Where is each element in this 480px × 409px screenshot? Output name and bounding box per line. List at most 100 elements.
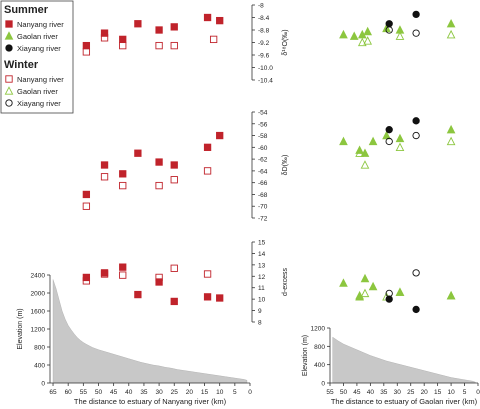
data-point-nanyang-winter xyxy=(203,270,212,278)
y-tick-label: -56 xyxy=(258,121,268,128)
x-axis-label: The distance to estuary of Gaolan river … xyxy=(331,397,478,406)
data-point-xiayang-summer xyxy=(412,117,420,125)
y-tick-label: 1200 xyxy=(31,327,46,334)
x-axis-label: The distance to estuary of Nanyang river… xyxy=(74,397,227,406)
y-axis-label-d18o: δ¹⁸O(‰) xyxy=(282,29,289,55)
x-tick-label: 20 xyxy=(186,389,194,396)
data-point-nanyang-winter xyxy=(209,35,218,44)
data-point-nanyang-summer xyxy=(82,41,91,50)
data-point-gaolan-summer xyxy=(349,31,359,40)
elevation-area xyxy=(52,279,248,384)
data-point-nanyang-winter xyxy=(155,41,163,50)
data-point-nanyang-summer xyxy=(134,290,142,299)
legend-label: Gaolan river xyxy=(17,32,58,41)
data-point-nanyang-winter xyxy=(155,181,163,190)
data-point-gaolan-summer xyxy=(360,273,370,283)
data-point-gaolan-winter xyxy=(357,37,367,47)
data-point-nanyang-summer xyxy=(155,278,163,286)
y-tick-label: 0 xyxy=(41,381,45,388)
data-point-nanyang-summer xyxy=(203,293,212,301)
y-axis-label-dexcess: d-excess xyxy=(282,267,289,296)
data-point-xiayang-winter xyxy=(385,289,393,298)
x-tick-label: 10 xyxy=(447,389,455,396)
y-tick-label: -60 xyxy=(258,145,268,152)
data-point-nanyang-summer xyxy=(170,161,178,169)
x-tick-label: 35 xyxy=(380,389,388,396)
data-point-gaolan-winter xyxy=(360,288,370,298)
data-point-nanyang-summer xyxy=(170,297,178,306)
legend-label: Xiayang river xyxy=(17,44,61,53)
x-tick-label: 35 xyxy=(140,389,148,396)
x-tick-label: 0 xyxy=(248,389,252,396)
data-point-gaolan-winter xyxy=(355,148,364,157)
chart-panels: -8-8.4-8.8-9.2-9.6-10.0-10.4δ¹⁸O(‰)-54-5… xyxy=(17,3,480,407)
data-point-gaolan-winter xyxy=(446,29,456,39)
x-tick-label: 10 xyxy=(216,389,224,396)
data-point-gaolan-summer xyxy=(360,148,370,157)
data-point-gaolan-summer xyxy=(339,136,348,146)
data-point-nanyang-summer xyxy=(216,294,224,302)
x-tick-label: 30 xyxy=(394,389,402,396)
data-point-xiayang-summer xyxy=(412,305,420,314)
data-point-xiayang-summer xyxy=(385,295,393,303)
data-point-gaolan-summer xyxy=(368,281,378,291)
data-point-nanyang-summer xyxy=(119,170,127,178)
y-tick-label: -70 xyxy=(258,204,268,211)
y-axis-label-dd: δD(‰) xyxy=(282,155,289,176)
y-tick-label: -58 xyxy=(258,133,268,140)
data-point-gaolan-summer xyxy=(446,290,456,300)
y-tick-label: 400 xyxy=(314,362,325,369)
data-point-nanyang-summer xyxy=(134,149,142,157)
x-tick-label: 65 xyxy=(49,389,57,396)
data-point-xiayang-winter xyxy=(412,29,420,37)
data-point-nanyang-winter xyxy=(119,271,127,279)
y-tick-label: 9 xyxy=(258,308,262,315)
legend-marker xyxy=(5,44,13,52)
data-point-nanyang-winter xyxy=(100,270,109,278)
legend-items: Nanyang river Gaolan river Xiayang river Na… xyxy=(4,20,64,108)
data-point-nanyang-winter xyxy=(82,48,91,56)
legend-marker xyxy=(5,99,13,107)
panel-d18o: -8 -8.4 -8.8 -9.2 -9.6 -10.0 -10.4 δ¹⁸O(‰) xyxy=(82,3,456,85)
y-tick-label: -66 xyxy=(258,180,268,187)
y-tick-label: 2400 xyxy=(31,273,46,280)
x-tick-label: 45 xyxy=(110,389,118,396)
y-tick-label: -72 xyxy=(258,216,268,223)
y-tick-label: -8.4 xyxy=(258,15,270,22)
x-tick-label: 5 xyxy=(233,389,237,396)
x-tick-label: 25 xyxy=(407,389,415,396)
y-tick-label: 14 xyxy=(258,251,266,258)
panel-dd: -54 -56 -58 -60 -62 -64 -66 -68 -70 -72 δD(‰) xyxy=(82,110,456,223)
data-point-nanyang-winter xyxy=(203,167,212,175)
data-point-gaolan-winter xyxy=(395,287,405,296)
data-point-xiayang-winter xyxy=(385,26,393,34)
y-tick-label: -8.8 xyxy=(258,28,270,35)
data-point-gaolan-winter xyxy=(446,136,456,146)
data-point-nanyang-summer xyxy=(119,263,127,271)
data-point-xiayang-summer xyxy=(385,20,393,28)
data-point-nanyang-winter xyxy=(82,277,91,285)
y-tick-label: -9.2 xyxy=(258,40,270,47)
data-point-gaolan-summer xyxy=(368,136,378,146)
data-point-gaolan-winter xyxy=(363,36,373,45)
x-tick-label: 15 xyxy=(201,389,209,396)
data-point-nanyang-summer xyxy=(82,190,91,199)
data-point-nanyang-winter xyxy=(82,202,91,210)
y-tick-label: 8 xyxy=(258,320,262,327)
data-point-nanyang-summer xyxy=(155,158,163,166)
legend-label: Nanyang river xyxy=(17,20,64,29)
legend-label: Xiayang river xyxy=(17,99,61,108)
legend-marker xyxy=(5,75,13,83)
data-point-nanyang-winter xyxy=(119,181,127,190)
data-point-nanyang-summer xyxy=(100,29,109,37)
elevation-area xyxy=(332,336,476,384)
data-point-xiayang-winter xyxy=(385,137,393,146)
data-point-nanyang-summer xyxy=(134,20,142,28)
x-tick-label: 55 xyxy=(80,389,88,396)
legend-marker xyxy=(4,86,14,95)
y-tick-label: 13 xyxy=(258,262,266,269)
panel-dexcess: 15 14 13 12 11 10 9 8 d-excess xyxy=(82,240,456,327)
legend: Summer Winter Nanyang river Gaolan river X… xyxy=(0,0,74,114)
y-tick-label: 15 xyxy=(258,240,266,247)
